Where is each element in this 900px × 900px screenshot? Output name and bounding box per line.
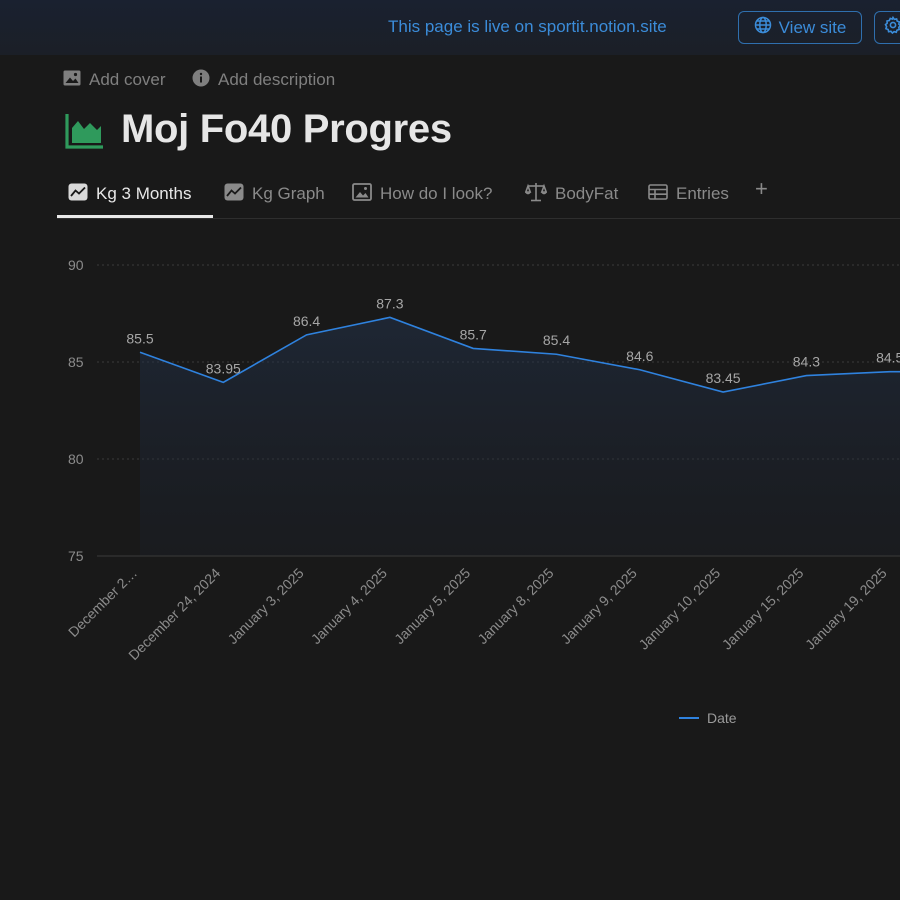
data-point: [138, 350, 142, 354]
x-tick-label: December 2…: [65, 565, 140, 640]
x-tick-label: January 15, 2025: [719, 565, 807, 653]
tab-how-do-i-look[interactable]: How do I look?: [352, 172, 492, 216]
view-site-button[interactable]: View site: [738, 11, 862, 44]
area-chart-icon[interactable]: [64, 112, 104, 155]
data-point: [804, 374, 808, 378]
x-tick-label: January 9, 2025: [558, 565, 640, 647]
y-tick-label: 90: [68, 257, 84, 273]
data-label: 83.45: [706, 370, 741, 386]
data-point: [555, 352, 559, 356]
data-label: 84.5: [876, 350, 900, 366]
add-cover-label: Add cover: [89, 70, 166, 89]
top-bar: This page is live on sportit.notion.site…: [0, 0, 900, 55]
tab-label: How do I look?: [380, 184, 493, 203]
table-icon: [648, 183, 668, 205]
x-tick-label: January 4, 2025: [308, 565, 390, 647]
data-point: [638, 368, 642, 372]
series-area-fill: [140, 317, 900, 556]
page-title[interactable]: Moj Fo40 Progres: [121, 107, 452, 151]
image-icon: [352, 182, 372, 206]
data-label: 84.6: [626, 348, 653, 364]
data-label: 85.4: [543, 332, 570, 348]
add-description-button[interactable]: Add description: [192, 68, 335, 92]
active-tab-indicator: [57, 215, 213, 218]
tab-label: Kg Graph: [252, 184, 325, 203]
view-tabs: Kg 3 Months Kg Graph How do I look?: [57, 172, 900, 218]
gear-icon: [884, 15, 900, 39]
x-tick-label: January 5, 2025: [391, 565, 473, 647]
globe-icon: [754, 16, 772, 39]
x-tick-label: January 8, 2025: [474, 565, 556, 647]
tab-kg-graph[interactable]: Kg Graph: [224, 172, 325, 216]
site-settings-button[interactable]: [874, 11, 900, 44]
add-description-label: Add description: [218, 70, 336, 89]
data-label: 85.7: [460, 326, 487, 342]
data-point: [721, 390, 725, 394]
x-tick-label: January 3, 2025: [224, 565, 306, 647]
line-chart-icon: [68, 183, 88, 206]
tab-label: Kg 3 Months: [96, 184, 192, 203]
legend-swatch: [679, 717, 699, 719]
data-point: [888, 370, 892, 374]
image-icon: [63, 70, 81, 91]
data-point: [388, 315, 392, 319]
data-label: 83.95: [206, 360, 241, 376]
y-tick-label: 85: [68, 354, 84, 370]
tab-bodyfat[interactable]: BodyFat: [524, 172, 619, 216]
add-view-button[interactable]: +: [755, 176, 768, 201]
chart-legend: Date: [679, 710, 737, 726]
series-line-date: [139, 316, 900, 393]
legend-label: Date: [707, 710, 737, 726]
line-chart-icon: [224, 183, 244, 206]
info-icon: [192, 69, 210, 92]
scale-icon: [524, 182, 548, 207]
data-label: 85.5: [126, 330, 153, 346]
data-label: 87.3: [376, 295, 403, 311]
live-site-notice[interactable]: This page is live on sportit.notion.site: [388, 17, 667, 36]
x-tick-label: January 19, 2025: [802, 565, 890, 653]
data-point: [471, 346, 475, 350]
x-tick-label: December 24, 2024: [125, 565, 223, 663]
data-point: [305, 333, 309, 337]
data-point: [221, 380, 225, 384]
add-cover-button[interactable]: Add cover: [63, 68, 166, 92]
y-tick-label: 80: [68, 451, 84, 467]
view-site-label: View site: [778, 17, 847, 37]
tab-entries[interactable]: Entries: [648, 172, 729, 216]
y-tick-label: 75: [68, 548, 84, 564]
tab-label: Entries: [676, 184, 729, 203]
line-chart: 85.5 83.95 86.4 87.3 85.7 85.4 84.6 83.45 84.3 84…: [65, 257, 900, 663]
data-label: 86.4: [293, 313, 320, 329]
data-label: 84.3: [793, 354, 820, 370]
tab-kg-3-months[interactable]: Kg 3 Months: [68, 172, 191, 216]
tab-label: BodyFat: [555, 184, 619, 203]
tabs-divider: [57, 218, 900, 219]
x-tick-label: January 10, 2025: [635, 565, 723, 653]
